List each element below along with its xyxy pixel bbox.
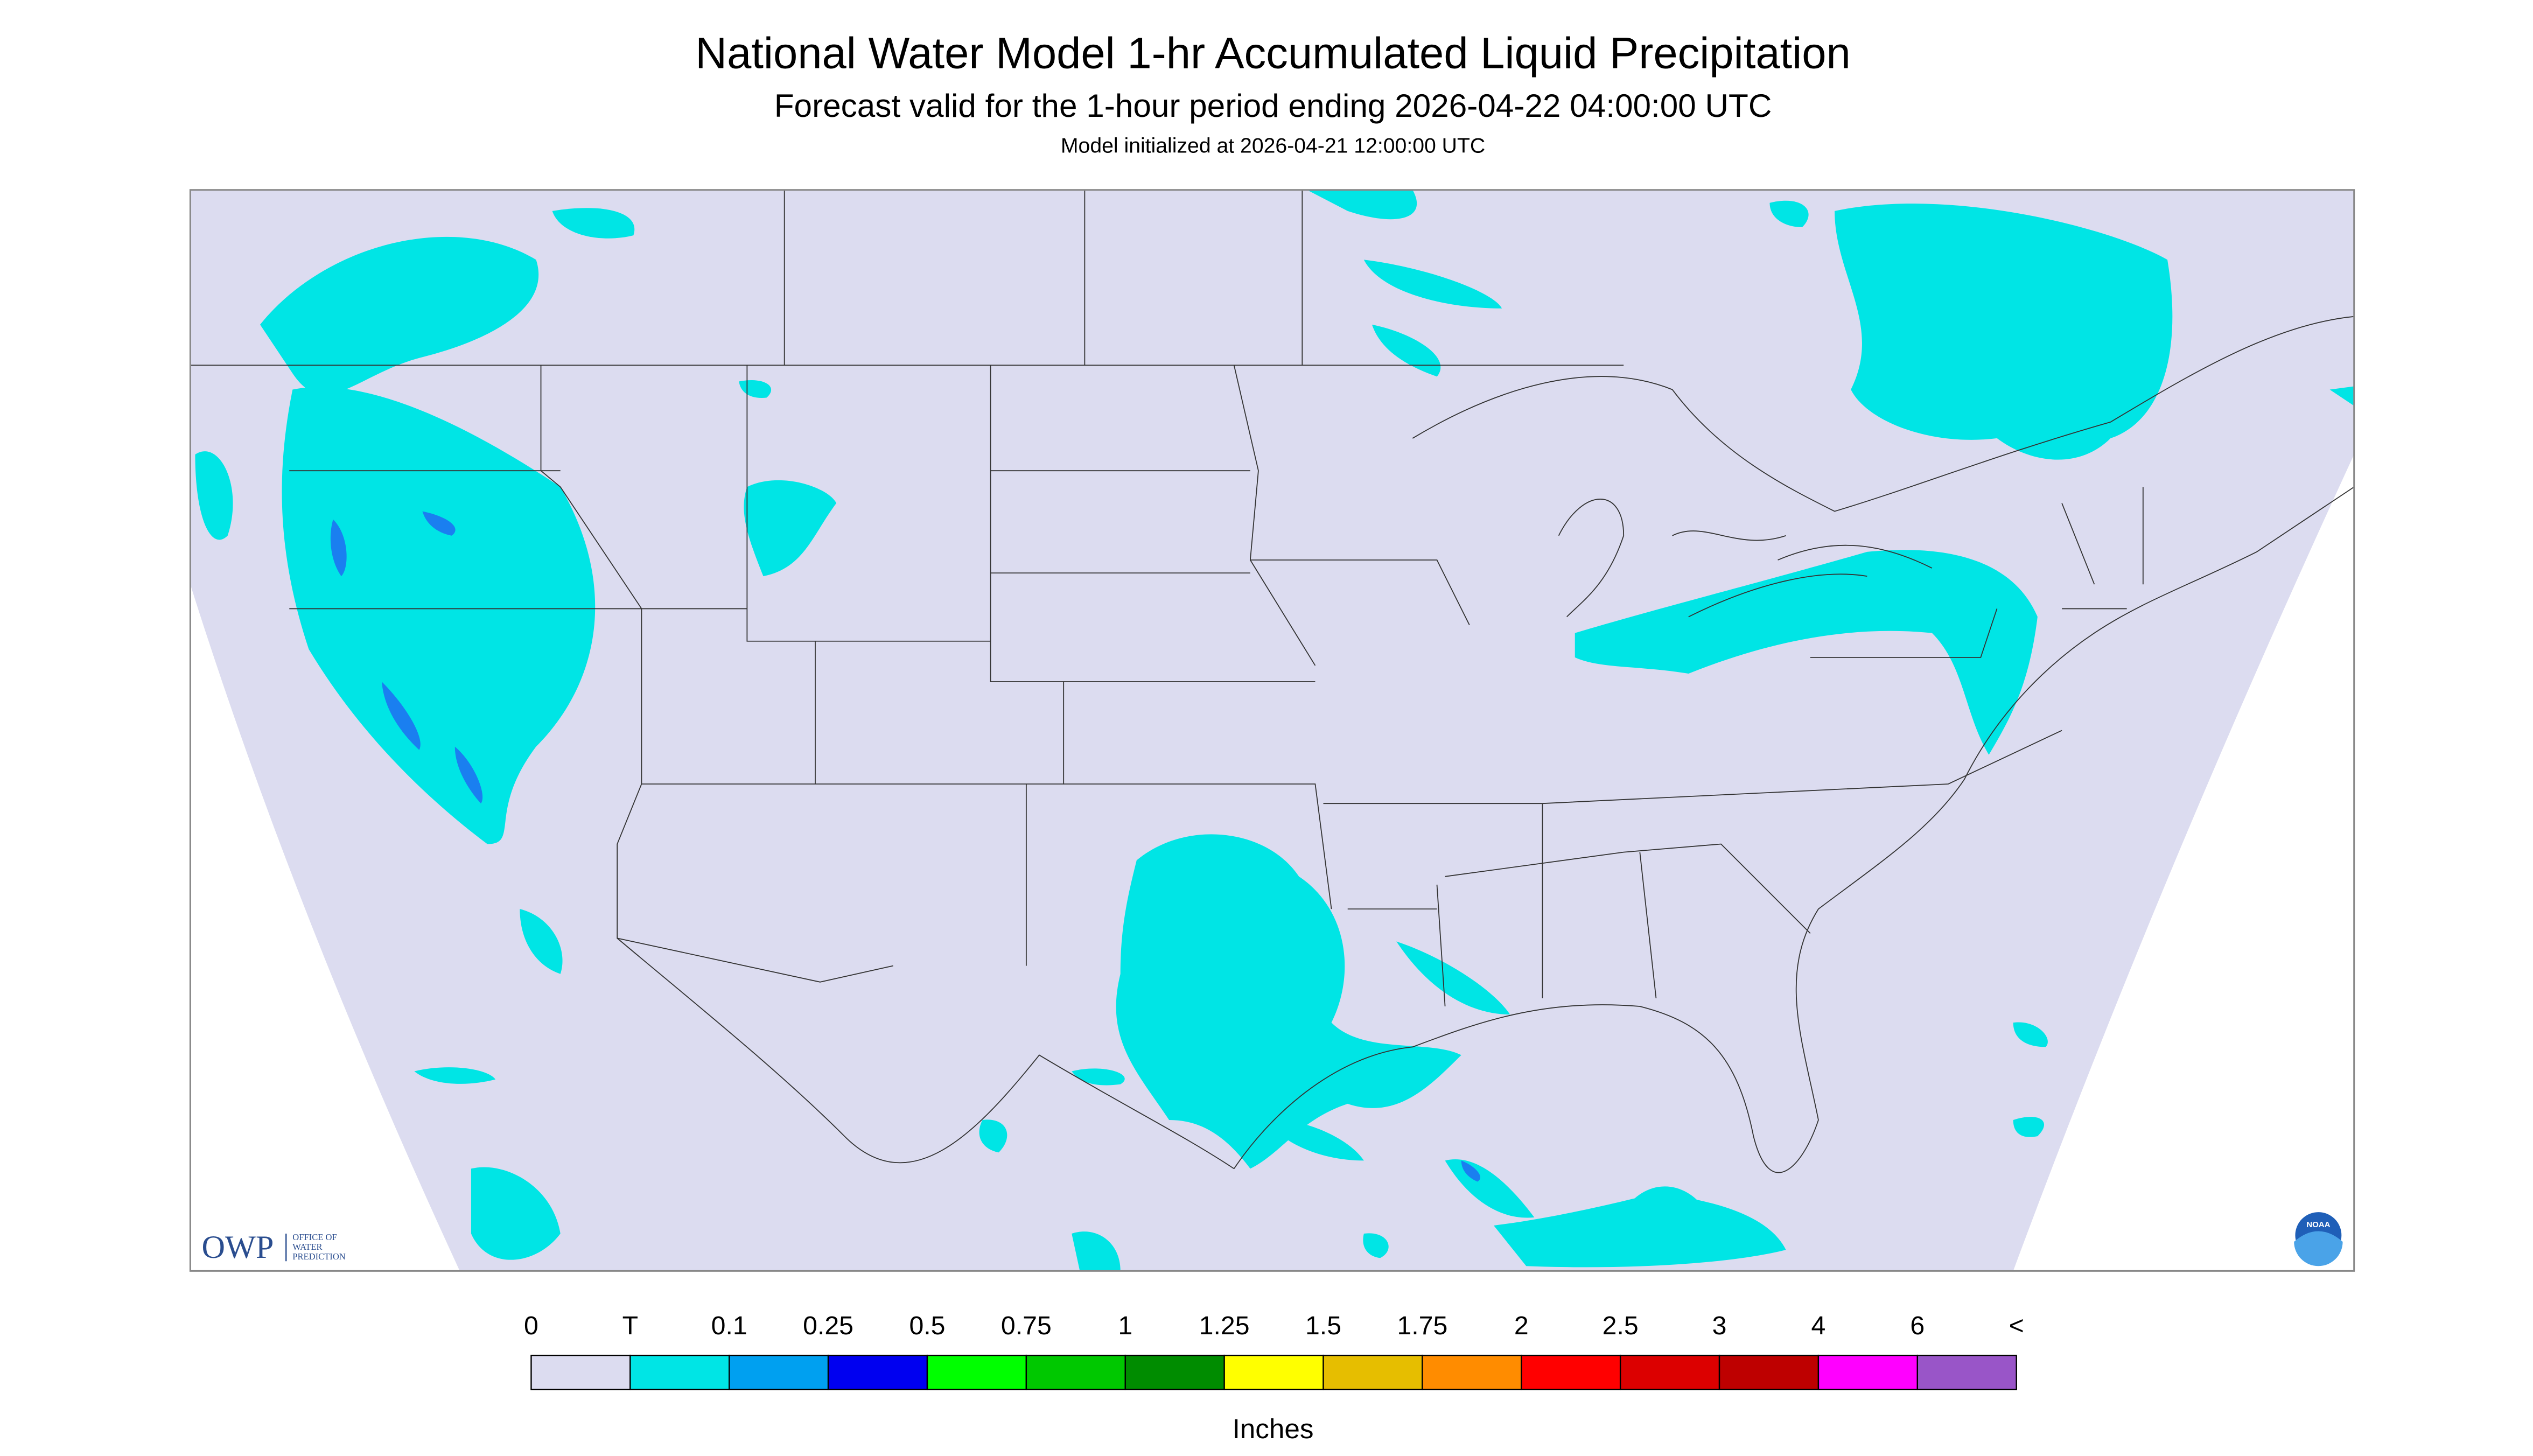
legend-label: < <box>2009 1311 2024 1340</box>
legend-label: 6 <box>1910 1311 1925 1340</box>
precip-area <box>1835 204 2173 460</box>
precip-area <box>422 511 456 536</box>
legend-label: 1.25 <box>1199 1311 1250 1340</box>
precip-area <box>1363 260 1502 309</box>
precip-area <box>260 236 539 395</box>
legend-swatch <box>1718 1354 1820 1390</box>
noaa-logo: NOAA <box>2292 1209 2344 1266</box>
legend-swatch <box>1521 1354 1621 1390</box>
legend: 0 T 0.1 0.25 0.5 0.75 1 1.25 1.5 1.75 2 2.5 3 4 6 < <box>524 1311 2024 1390</box>
legend-units: Inches <box>1233 1413 1314 1444</box>
legend-swatch <box>728 1354 829 1390</box>
title: National Water Model 1-hr Accumulated Li… <box>695 29 1850 78</box>
precip-area <box>282 387 596 844</box>
legend-label: 1.75 <box>1397 1311 1447 1340</box>
precip-area <box>1072 1231 1121 1271</box>
precip-area <box>454 746 483 804</box>
legend-swatch <box>1025 1354 1126 1390</box>
border-line <box>289 365 1065 785</box>
legend-swatch <box>1422 1354 1522 1390</box>
legend-label: T <box>622 1311 638 1340</box>
precip-area <box>520 909 563 974</box>
legend-label: 4 <box>1811 1311 1826 1340</box>
border-line <box>1323 730 2062 934</box>
map-frame <box>189 189 2355 1272</box>
precip-area <box>1494 1193 1786 1268</box>
precip-area <box>382 682 421 750</box>
legend-label: 3 <box>1712 1311 1727 1340</box>
noaa-logo-text: NOAA <box>2306 1220 2330 1229</box>
legend-label: 0.5 <box>909 1311 945 1340</box>
owp-name-line: WATER <box>292 1242 323 1252</box>
border-line <box>1347 803 1657 1007</box>
legend-swatch <box>1817 1354 1919 1390</box>
precip-area <box>1307 190 1417 220</box>
legend-label: 0.1 <box>711 1311 747 1340</box>
legend-label: 1 <box>1118 1311 1132 1340</box>
borders <box>190 190 2355 1173</box>
precip-area <box>1769 200 1809 228</box>
legend-label: 2.5 <box>1603 1311 1639 1340</box>
precip-area <box>1461 1160 1480 1182</box>
legend-swatch <box>1124 1354 1225 1390</box>
precip-area <box>1396 941 1510 1015</box>
precip-area <box>2013 1022 2048 1047</box>
precip-area <box>1116 834 1461 1169</box>
legend-label: 0.25 <box>803 1311 853 1340</box>
border-line <box>1810 487 2144 658</box>
precip-area <box>1072 1068 1125 1086</box>
precip-area <box>1266 1119 1364 1161</box>
precip-area <box>195 451 233 540</box>
border-line <box>1412 316 2354 512</box>
precip-area <box>744 480 837 577</box>
border-line <box>1688 544 1933 618</box>
owp-logo-text: OWP <box>201 1229 274 1265</box>
precip-area <box>1372 324 1441 377</box>
legend-swatch <box>1323 1354 1423 1390</box>
subtitle: Forecast valid for the 1-hour period end… <box>774 87 1772 124</box>
border-line <box>1558 499 1786 618</box>
precip-area <box>1632 1186 1705 1216</box>
precip-area <box>552 208 635 239</box>
legend-label: 0 <box>524 1311 538 1340</box>
legend-swatch <box>1916 1354 2017 1390</box>
precip-area <box>2013 1117 2045 1137</box>
precip-area <box>471 1167 561 1260</box>
legend-label: 2 <box>1514 1311 1529 1340</box>
init-time: Model initialized at 2026-04-21 12:00:00… <box>1061 134 1485 157</box>
logo-shape <box>2294 1231 2343 1266</box>
owp-logo: OWP OFFICE OF WATER PREDICTION <box>201 1229 345 1265</box>
border-line <box>783 190 1303 366</box>
legend-label: 0.75 <box>1001 1311 1052 1340</box>
map: OWP OFFICE OF WATER PREDICTION NOAA <box>189 189 2355 1272</box>
legend-label: 1.5 <box>1305 1311 1341 1340</box>
legend-swatch <box>1223 1354 1324 1390</box>
border-line <box>1233 486 2355 1173</box>
legend-swatch <box>1619 1354 1720 1390</box>
precip <box>195 190 2354 1271</box>
legend-swatch <box>926 1354 1027 1390</box>
border-line <box>617 937 1235 1170</box>
precip-area <box>1575 550 2038 755</box>
precip-area <box>1363 1233 1389 1258</box>
domain <box>190 190 2354 1271</box>
border-line <box>990 365 1470 682</box>
legend-swatch <box>530 1354 631 1390</box>
precip-area <box>979 1119 1007 1153</box>
owp-name-line: PREDICTION <box>292 1251 345 1262</box>
precip-area <box>2329 386 2354 406</box>
precip-area <box>414 1067 496 1084</box>
owp-name-line: OFFICE OF <box>292 1232 337 1242</box>
precip-area <box>330 519 347 577</box>
legend-swatch <box>629 1354 730 1390</box>
legend-swatch <box>827 1354 928 1390</box>
border-line <box>815 641 1332 966</box>
